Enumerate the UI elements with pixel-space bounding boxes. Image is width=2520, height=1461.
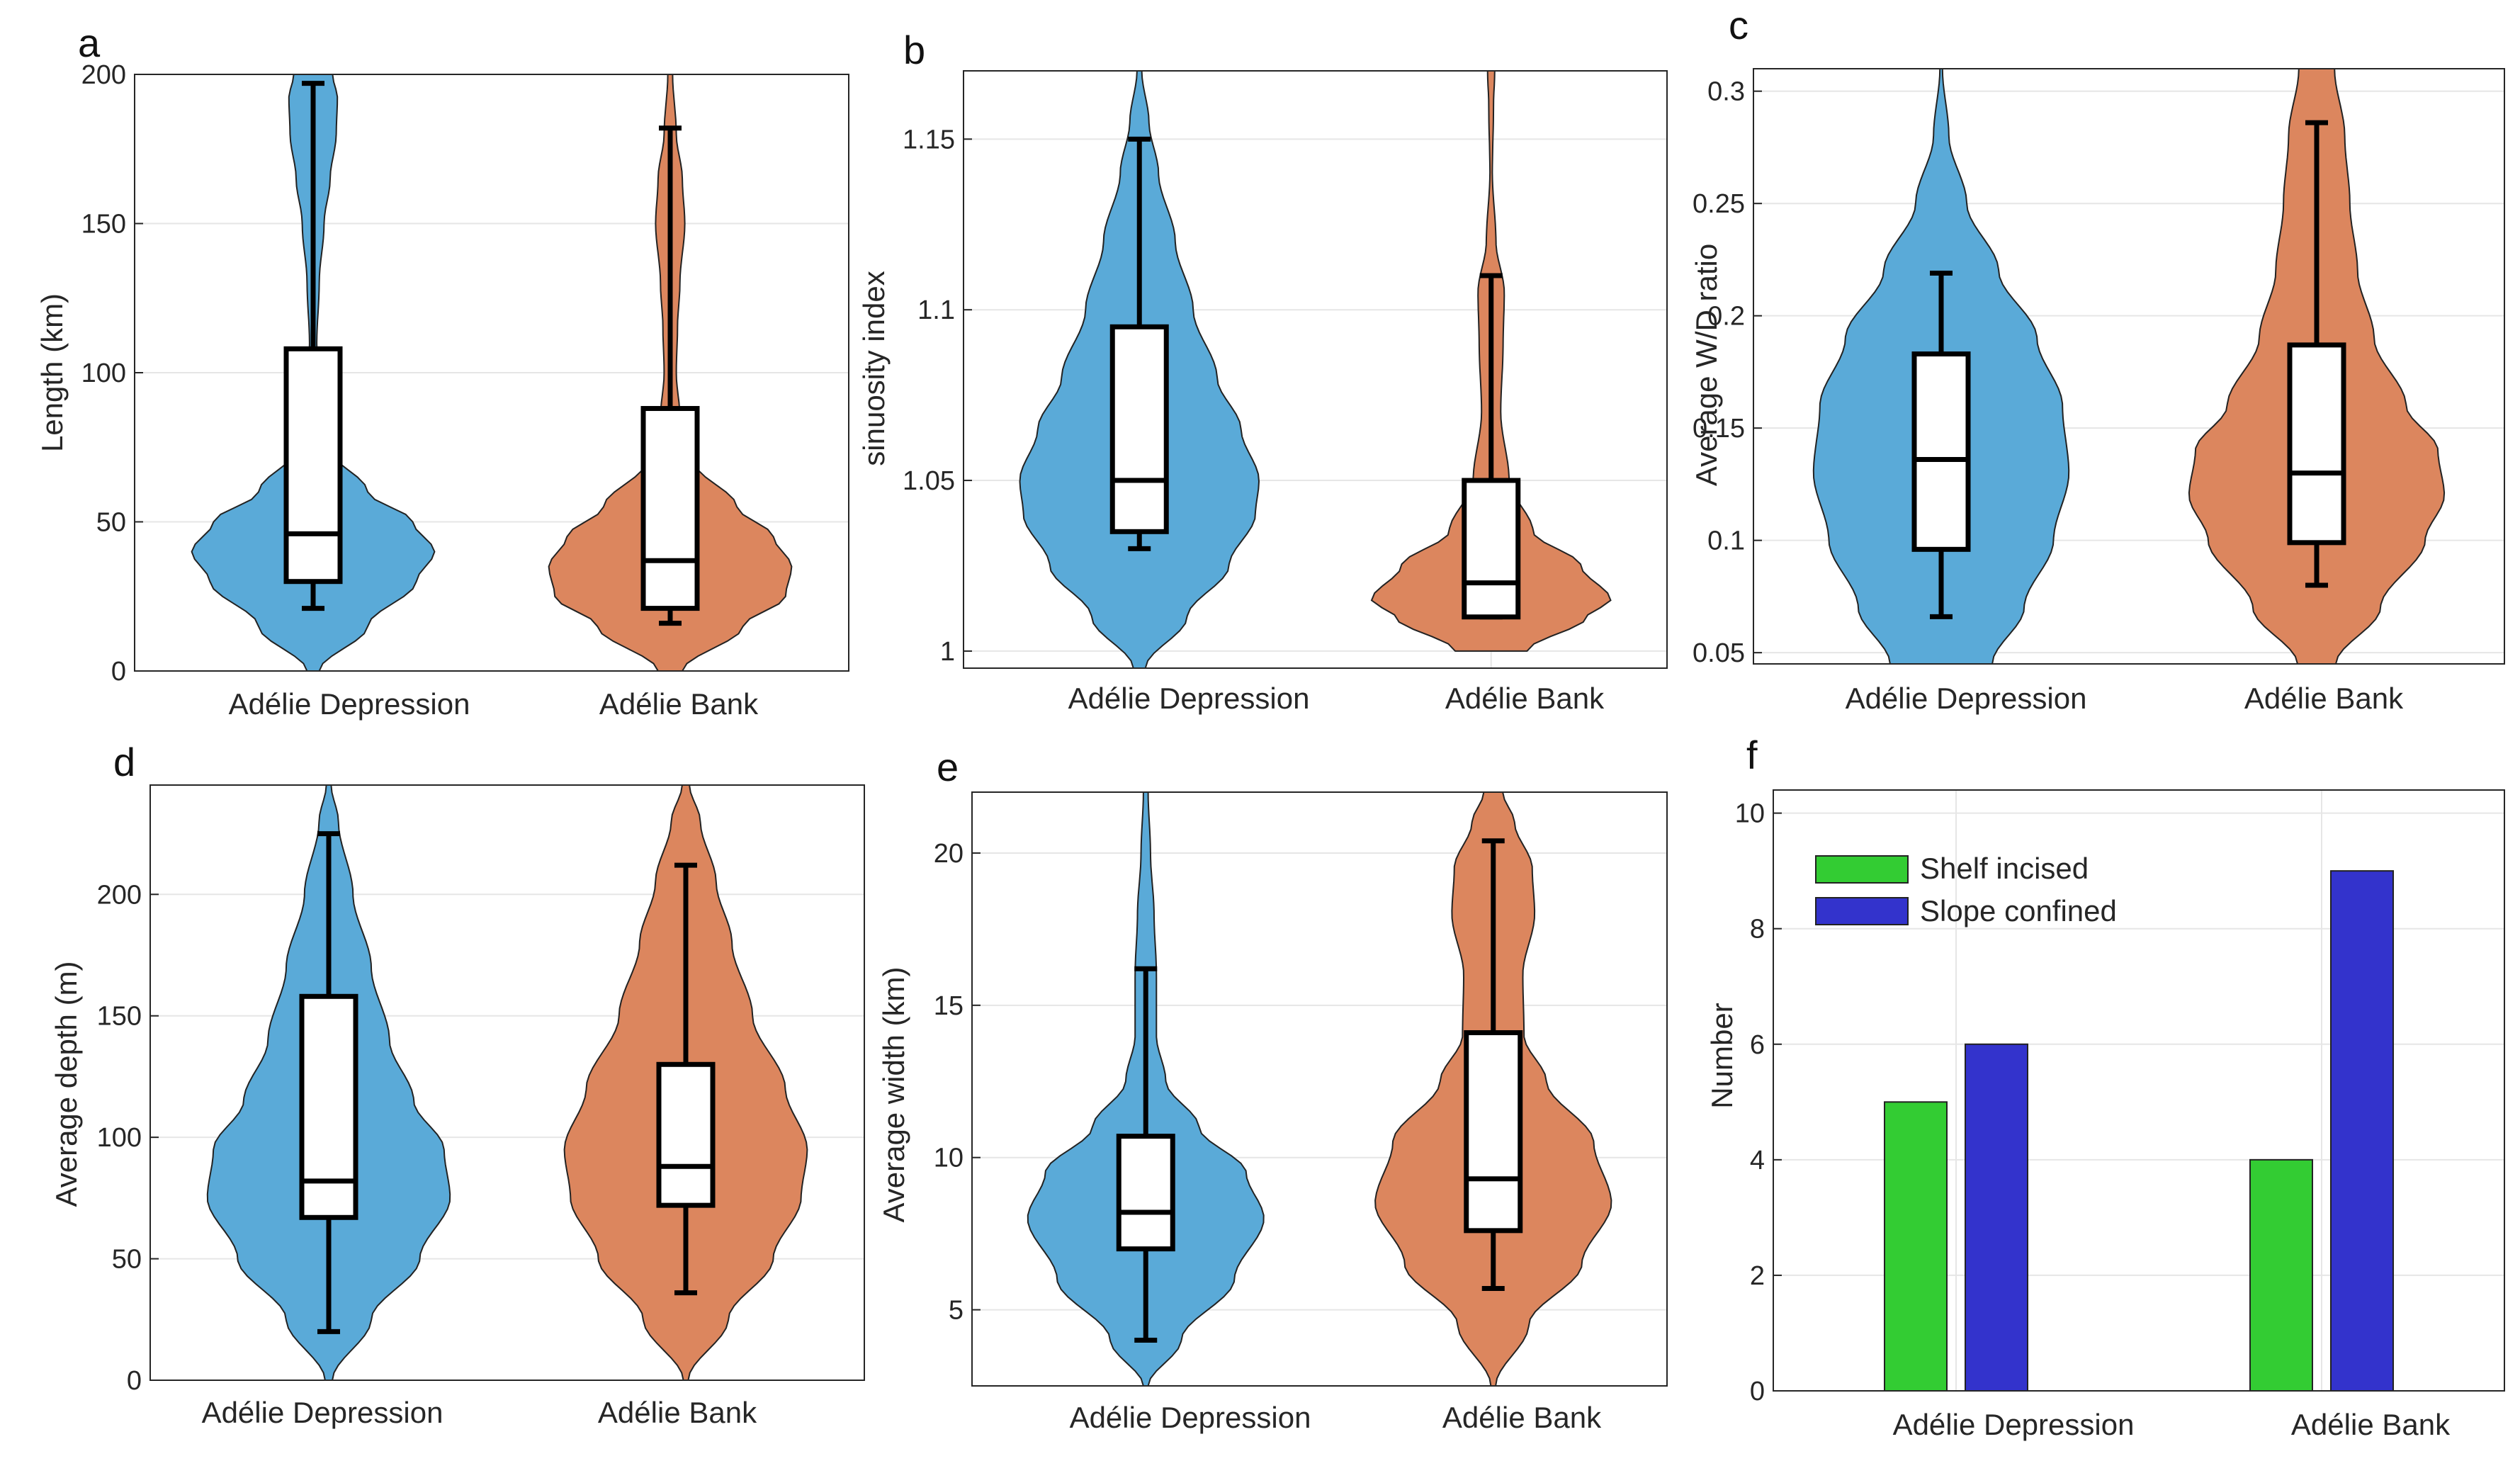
y-axis-label: Number <box>1705 1003 1739 1108</box>
x-category-label: Adélie Depression <box>1893 1408 2135 1441</box>
y-tick-label: 200 <box>97 880 142 910</box>
y-tick-label: 0 <box>1750 1377 1765 1406</box>
y-axis-label: Average W/D ratio <box>1690 244 1723 486</box>
x-category-label: Adélie Depression <box>202 1396 443 1429</box>
x-category-label: Adélie Depression <box>1068 682 1310 715</box>
y-tick-label: 1 <box>940 637 955 667</box>
y-tick-label: 100 <box>97 1123 142 1153</box>
x-category-label: Adélie Depression <box>229 687 470 721</box>
plot-area: 0 50 100 150 200 <box>81 60 849 687</box>
legend-label: Slope confined <box>1920 894 2117 927</box>
panel-e: 5 10 15 20 e Average width (km) Adélie Depr… <box>877 745 1668 1434</box>
y-tick-label: 4 <box>1750 1146 1765 1175</box>
x-category-label: Adélie Depression <box>1846 682 2087 715</box>
plot-area: 1 1.05 1.1 1.15 <box>903 70 1668 669</box>
y-tick-label: 150 <box>97 1002 142 1032</box>
panel-a: 0 50 100 150 200 a Length (km) Adélie Depres… <box>35 21 849 721</box>
x-category-label: Adélie Depression <box>1070 1401 1311 1434</box>
panel-label-c: c <box>1729 3 1748 47</box>
plot-area: 0 2 4 6 8 10 <box>1735 789 2505 1406</box>
plot-area: 0.05 0.1 0.15 0.2 0.25 0.3 <box>1693 68 2505 668</box>
box-iqr <box>656 1061 716 1208</box>
box-iqr <box>640 406 700 611</box>
y-tick-label: 0.3 <box>1707 77 1745 107</box>
axes-frame <box>149 784 865 1381</box>
axes-frame <box>971 791 1668 1387</box>
x-category-label: Adélie Bank <box>2291 1408 2451 1441</box>
box-iqr <box>299 993 358 1220</box>
y-tick-label: 10 <box>934 1144 964 1173</box>
y-axis-label: Average width (km) <box>877 966 910 1222</box>
axes-frame <box>134 74 849 672</box>
x-category-label: Adélie Bank <box>2244 682 2404 715</box>
box-iqr <box>1464 1030 1523 1234</box>
y-tick-label: 100 <box>81 359 126 388</box>
panel-label-d: d <box>113 740 135 784</box>
y-tick-label: 0.2 <box>1707 302 1745 332</box>
legend-label: Shelf incised <box>1920 852 2089 885</box>
bar <box>2330 870 2394 1392</box>
legend-swatch-slope-confined <box>1815 897 1909 925</box>
panel-label-b: b <box>903 28 925 72</box>
y-tick-label: 1.05 <box>903 466 955 496</box>
legend-swatch-shelf-incised <box>1815 855 1909 884</box>
y-tick-label: 0.25 <box>1693 189 1745 219</box>
y-tick-label: 0.15 <box>1693 414 1745 444</box>
panel-label-a: a <box>78 21 101 65</box>
x-category-label: Adélie Bank <box>599 687 759 721</box>
x-category-label: Adélie Bank <box>598 1396 757 1429</box>
y-tick-label: 0 <box>111 657 126 687</box>
y-axis-label: sinuosity index <box>857 271 891 466</box>
box-iqr <box>1911 351 1971 552</box>
box-iqr <box>1462 478 1521 620</box>
axes-frame <box>963 70 1668 669</box>
y-tick-label: 15 <box>934 991 964 1021</box>
y-tick-label: 2 <box>1750 1261 1765 1291</box>
panel-d: 0 50 100 150 200 d Average depth (m) Adélie … <box>50 740 865 1429</box>
box-iqr <box>1116 1134 1175 1252</box>
y-tick-label: 1.1 <box>917 295 955 325</box>
bar <box>1884 1101 1948 1392</box>
y-tick-label: 1.15 <box>903 125 955 154</box>
y-tick-label: 50 <box>96 508 126 538</box>
plot-area: 5 10 15 20 <box>934 791 1668 1387</box>
plot-area: 0 50 100 150 200 <box>97 784 865 1396</box>
panel-b: 1 1.05 1.1 1.15 b sinuosity index Adélie De… <box>857 28 1668 715</box>
y-tick-label: 0.05 <box>1693 638 1745 668</box>
x-category-label: Adélie Bank <box>1442 1401 1602 1434</box>
y-tick-label: 200 <box>81 60 126 90</box>
bar <box>2249 1158 2313 1392</box>
y-axis-label: Length (km) <box>35 293 69 452</box>
box-iqr <box>1109 324 1169 534</box>
axes-frame <box>1773 789 2505 1392</box>
y-tick-label: 20 <box>934 839 964 869</box>
box-iqr <box>283 346 343 585</box>
y-tick-label: 8 <box>1750 915 1765 944</box>
box-iqr <box>2287 342 2346 546</box>
panel-c: 0.05 0.1 0.15 0.2 0.25 0.3 c Average W/D rati… <box>1690 3 2505 715</box>
y-tick-label: 6 <box>1750 1030 1765 1060</box>
y-axis-label: Average depth (m) <box>50 961 83 1207</box>
y-tick-label: 0 <box>127 1366 142 1396</box>
panel-label-f: f <box>1746 733 1758 777</box>
panel-f: 0 2 4 6 8 10 f Number Adélie Depression Adéli… <box>1705 733 2505 1441</box>
bar <box>1965 1043 2028 1392</box>
y-tick-label: 0.1 <box>1707 526 1745 556</box>
panel-label-e: e <box>937 745 959 789</box>
y-tick-label: 150 <box>81 210 126 239</box>
y-tick-label: 50 <box>112 1245 142 1275</box>
x-category-label: Adélie Bank <box>1445 682 1605 715</box>
axes-frame <box>1753 68 2505 665</box>
y-tick-label: 10 <box>1735 799 1765 829</box>
y-tick-label: 5 <box>949 1296 964 1326</box>
legend: Shelf incised Slope confined <box>1815 852 2117 927</box>
